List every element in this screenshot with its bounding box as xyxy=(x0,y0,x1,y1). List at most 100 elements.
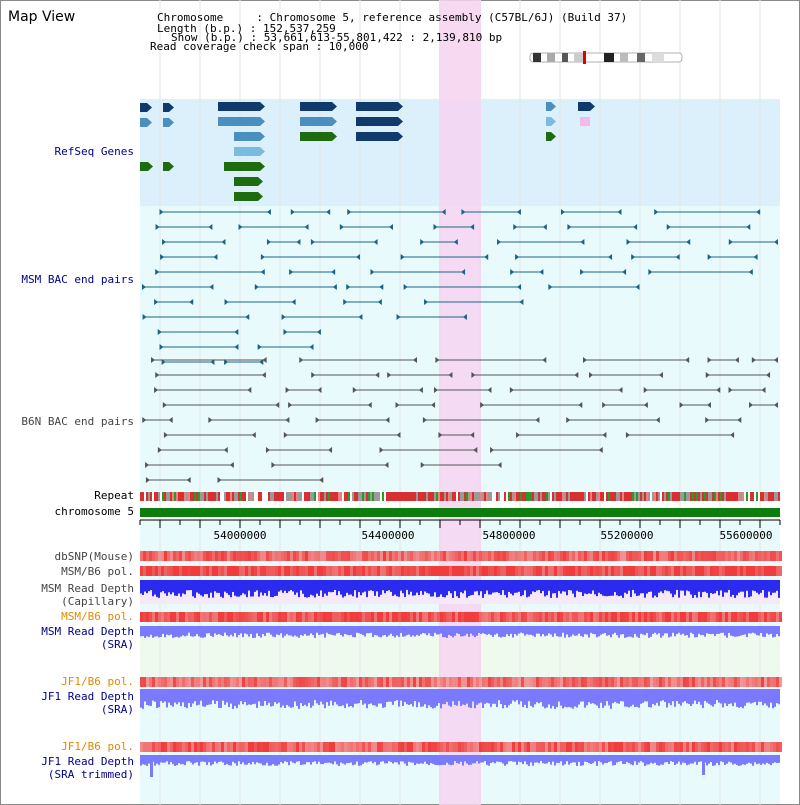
track-label-msm-depth-sra[interactable]: MSM Read Depth xyxy=(41,625,134,638)
heat-cell xyxy=(350,677,353,687)
heat-cell xyxy=(737,612,740,622)
bac-end-marker xyxy=(223,447,228,453)
heat-cell xyxy=(272,566,275,576)
heat-cell xyxy=(539,677,542,687)
depth-bar xyxy=(736,755,738,765)
bac-end-marker xyxy=(389,224,394,230)
heat-cell xyxy=(629,742,632,752)
selection-highlight[interactable] xyxy=(439,0,481,805)
repeat-segment xyxy=(354,492,356,501)
heat-cell xyxy=(380,612,383,622)
heat-cell xyxy=(704,677,707,687)
heat-cell xyxy=(344,566,347,576)
heat-cell xyxy=(320,677,323,687)
heat-cell xyxy=(248,612,251,622)
read-depth-tracks[interactable] xyxy=(140,580,780,777)
heat-cell xyxy=(572,612,575,622)
depth-bar xyxy=(734,689,736,703)
track-label-msm-depth-capillary[interactable]: MSM Read Depth xyxy=(41,582,134,595)
depth-bar xyxy=(390,689,392,702)
depth-bar xyxy=(402,689,404,706)
heat-cell xyxy=(266,612,269,622)
depth-bar xyxy=(536,580,538,591)
depth-bar xyxy=(286,626,288,635)
depth-bar xyxy=(566,626,568,635)
ruler-tick-label: 55200000 xyxy=(601,529,654,542)
bac-end-marker xyxy=(285,417,290,423)
track-label-jf1-depth-sra[interactable]: JF1 Read Depth xyxy=(41,690,134,703)
depth-bar xyxy=(690,755,692,764)
depth-bar xyxy=(314,580,316,598)
depth-bar xyxy=(180,580,182,597)
depth-bar xyxy=(306,689,308,707)
depth-bar xyxy=(226,689,228,703)
heat-cell xyxy=(689,566,692,576)
heat-cell xyxy=(710,677,713,687)
heat-cell xyxy=(290,742,293,752)
polymorphism-heat-strips[interactable] xyxy=(140,551,782,752)
chromosome-bar[interactable] xyxy=(140,508,780,517)
heat-cell xyxy=(743,551,746,561)
track-label-msm-b6-pol[interactable]: MSM/B6 pol. xyxy=(61,565,134,578)
heat-cell xyxy=(632,742,635,752)
repeat-segment xyxy=(526,492,528,501)
heat-cell xyxy=(242,742,245,752)
heat-cell xyxy=(731,677,734,687)
depth-bar xyxy=(358,689,360,704)
track-label-b6n-bac[interactable]: B6N BAC end pairs xyxy=(21,415,134,428)
depth-bar xyxy=(288,689,290,707)
track-label-msm-b6-pol-2[interactable]: MSM/B6 pol. xyxy=(61,610,134,623)
depth-bar xyxy=(194,580,196,598)
b6n-bac-track[interactable] xyxy=(142,357,778,483)
heat-cell xyxy=(185,677,188,687)
heat-cell xyxy=(464,551,467,561)
depth-bar xyxy=(750,626,752,634)
bac-end-marker xyxy=(162,402,167,408)
heat-cell xyxy=(551,551,554,561)
heat-cell xyxy=(341,612,344,622)
heat-cell xyxy=(389,677,392,687)
gene-strand-arrow xyxy=(258,177,263,186)
depth-bar xyxy=(166,580,168,596)
track-label-jf1-depth-trimmed[interactable]: JF1 Read Depth xyxy=(41,755,134,768)
depth-bar xyxy=(516,626,518,636)
heat-cell xyxy=(716,551,719,561)
heat-cell xyxy=(332,551,335,561)
chromosome-ideogram[interactable] xyxy=(529,51,683,64)
repeat-segment xyxy=(182,492,184,501)
depth-bar xyxy=(532,755,534,766)
depth-bar xyxy=(736,626,738,637)
heat-cell xyxy=(695,742,698,752)
msm-bac-track[interactable] xyxy=(141,209,778,365)
depth-bar xyxy=(706,755,708,766)
heat-cell xyxy=(512,612,515,622)
heat-cell xyxy=(443,551,446,561)
heat-cell xyxy=(602,566,605,576)
depth-bar xyxy=(742,689,744,709)
heat-cell xyxy=(161,742,164,752)
track-label-refseq[interactable]: RefSeq Genes xyxy=(54,145,134,158)
repeat-segment xyxy=(444,492,446,501)
depth-bar xyxy=(750,689,752,704)
heat-cell xyxy=(275,742,278,752)
repeat-track[interactable] xyxy=(140,492,780,501)
track-label-jf1-b6-pol-2[interactable]: JF1/B6 pol. xyxy=(61,740,134,753)
refseq-genes-track[interactable] xyxy=(140,102,595,201)
depth-bar xyxy=(744,626,746,635)
heat-cell xyxy=(335,566,338,576)
heat-cell xyxy=(398,742,401,752)
bac-end-marker xyxy=(247,387,252,393)
track-label-dbsnp[interactable]: dbSNP(Mouse) xyxy=(54,550,134,563)
heat-cell xyxy=(599,677,602,687)
repeat-segment xyxy=(578,492,580,501)
heat-cell xyxy=(659,742,662,752)
depth-bar xyxy=(278,626,280,636)
repeat-segment xyxy=(624,492,626,501)
heat-cell xyxy=(482,566,485,576)
heat-cell xyxy=(752,551,755,561)
track-label-msm-bac[interactable]: MSM BAC end pairs xyxy=(21,273,134,286)
track-label-jf1-b6-pol[interactable]: JF1/B6 pol. xyxy=(61,675,134,688)
heat-cell xyxy=(380,742,383,752)
repeat-segment xyxy=(284,492,286,501)
